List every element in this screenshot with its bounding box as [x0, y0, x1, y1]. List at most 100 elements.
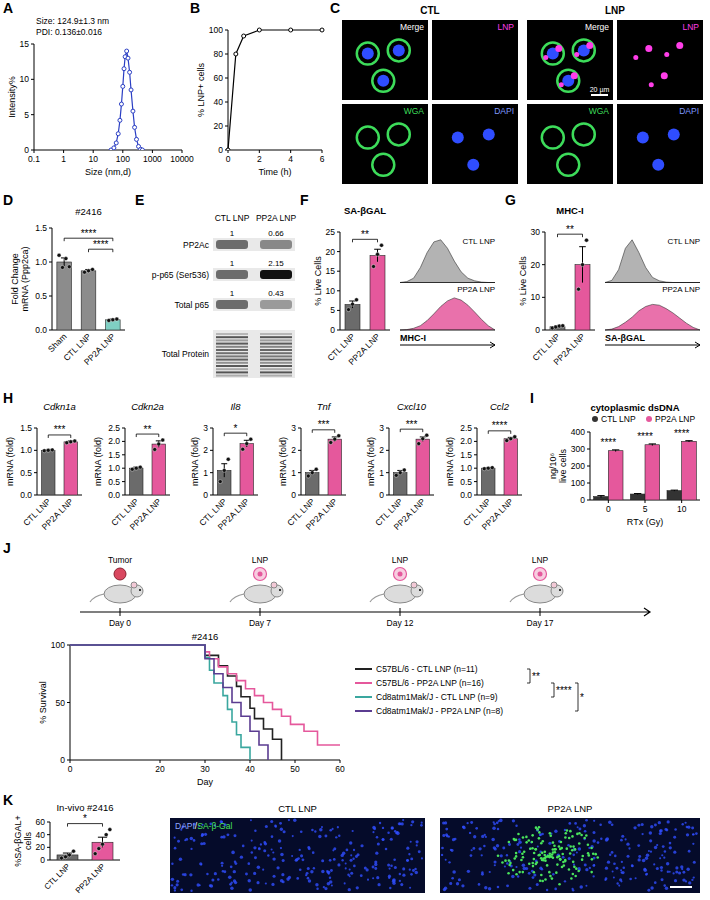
sa-bgal-signal — [521, 852, 524, 855]
membrane — [213, 268, 295, 281]
nucleus — [275, 825, 277, 827]
nucleus — [414, 868, 416, 870]
nucleus — [613, 862, 616, 865]
y-tick-label: 20 — [36, 842, 46, 852]
micrographs: CTLMergeLNPWGADAPILNPMergeLNPWGADAPI20 µ… — [342, 5, 703, 184]
nucleus — [346, 849, 349, 852]
x-tick-label: CTL LNP — [42, 862, 71, 891]
nucleus — [504, 865, 506, 867]
nucleus — [491, 838, 495, 842]
sa-bgal-signal — [592, 852, 595, 855]
y-tick — [386, 450, 389, 451]
sa-bgal-signal — [581, 855, 584, 858]
mouse-ear — [411, 582, 417, 588]
y-tick — [587, 466, 590, 467]
x-tick-label: PP2A LNP — [304, 496, 340, 532]
protein-stain — [216, 349, 248, 351]
nucleus — [310, 870, 313, 873]
nucleus — [508, 843, 511, 846]
nucleus — [345, 862, 347, 864]
day-label: Day 17 — [527, 618, 554, 628]
y-tick-label: 1 — [379, 468, 384, 478]
nucleus — [364, 866, 367, 869]
nucleus — [548, 842, 551, 845]
xy-panel: 05010002030405060Day% Survival#2416C57BL… — [38, 631, 584, 787]
nucleus — [327, 871, 330, 874]
y-tick-label: 30 — [531, 227, 541, 237]
y-tick-label: 1 — [291, 468, 296, 478]
axis-title-line: ng/10⁶ — [548, 453, 558, 480]
nucleus — [666, 862, 669, 865]
lnp-core — [538, 572, 543, 577]
sa-bgal-signal — [549, 832, 552, 835]
nucleus — [663, 884, 666, 887]
nucleus — [416, 844, 418, 846]
sa-bgal-signal — [583, 837, 586, 840]
y-tick-label: 0.0 — [35, 325, 47, 335]
y-axis — [34, 44, 35, 150]
axis-title-line: Intensity% — [7, 76, 17, 118]
nucleus — [635, 877, 637, 879]
y-tick — [542, 232, 545, 233]
nucleus — [523, 867, 527, 871]
marks — [550, 238, 590, 330]
step-label: Tumor — [108, 555, 132, 565]
sa-bgal-signal — [531, 841, 534, 844]
error-bar — [671, 490, 678, 491]
protein-stain — [216, 339, 248, 341]
nucleus — [377, 75, 389, 87]
nucleus — [402, 874, 405, 877]
nucleus — [629, 878, 632, 881]
protein-stain — [216, 375, 248, 377]
sa-bgal-signal — [571, 849, 574, 852]
marker — [119, 102, 123, 106]
nucleus — [592, 839, 595, 842]
nucleus — [674, 879, 677, 882]
nucleus — [274, 824, 276, 826]
nucleus — [388, 877, 390, 879]
marker — [134, 137, 138, 141]
nucleus — [662, 845, 665, 848]
bar — [416, 439, 430, 495]
y-tick — [122, 428, 125, 429]
nucleus — [174, 847, 177, 850]
nucleus — [180, 888, 183, 891]
y-tick — [337, 271, 340, 272]
error-bar — [98, 837, 107, 847]
nucleus — [637, 844, 640, 847]
sa-bgal-signal — [531, 862, 534, 865]
nucleus — [321, 870, 324, 873]
x-tick-label: PP2A LNP — [480, 496, 516, 532]
sa-bgal-signal — [497, 854, 500, 857]
y-tick-label: 60 — [214, 73, 224, 83]
sa-bgal-signal — [561, 853, 564, 856]
protein-stain — [216, 371, 248, 373]
nucleus — [272, 851, 274, 853]
sa-bgal-signal — [501, 861, 504, 864]
legend-label: Cd8atm1Mak/J - CTL LNP (n=9) — [376, 692, 498, 702]
sa-bgal-signal — [561, 866, 564, 869]
sa-bgal-signal — [547, 855, 550, 858]
lnp-icon — [534, 568, 547, 581]
nucleus — [518, 850, 521, 853]
bar-panel: 0.00.51.01.52.02.5mRNA (fold)CTL LNPPP2A… — [445, 401, 522, 532]
y-axis — [545, 232, 546, 330]
nucleus — [402, 867, 405, 870]
nucleus — [496, 844, 499, 847]
nucleus — [470, 854, 473, 857]
panel-letter: K — [3, 792, 13, 808]
nucleus — [593, 875, 595, 877]
point — [355, 298, 359, 302]
point — [222, 468, 226, 472]
nucleus — [452, 132, 464, 144]
y-tick — [587, 483, 590, 484]
nucleus — [263, 841, 266, 844]
sa-bgal-signal — [574, 875, 577, 878]
nucleus — [483, 845, 486, 848]
nucleus — [258, 847, 261, 850]
schematic: TumorDay 0LNPDay 7LNPDay 12LNPDay 17 — [80, 555, 650, 628]
sa-bgal-signal — [540, 842, 543, 845]
protein-stain — [260, 371, 292, 373]
sig-bracket — [575, 683, 578, 711]
point — [101, 842, 105, 846]
